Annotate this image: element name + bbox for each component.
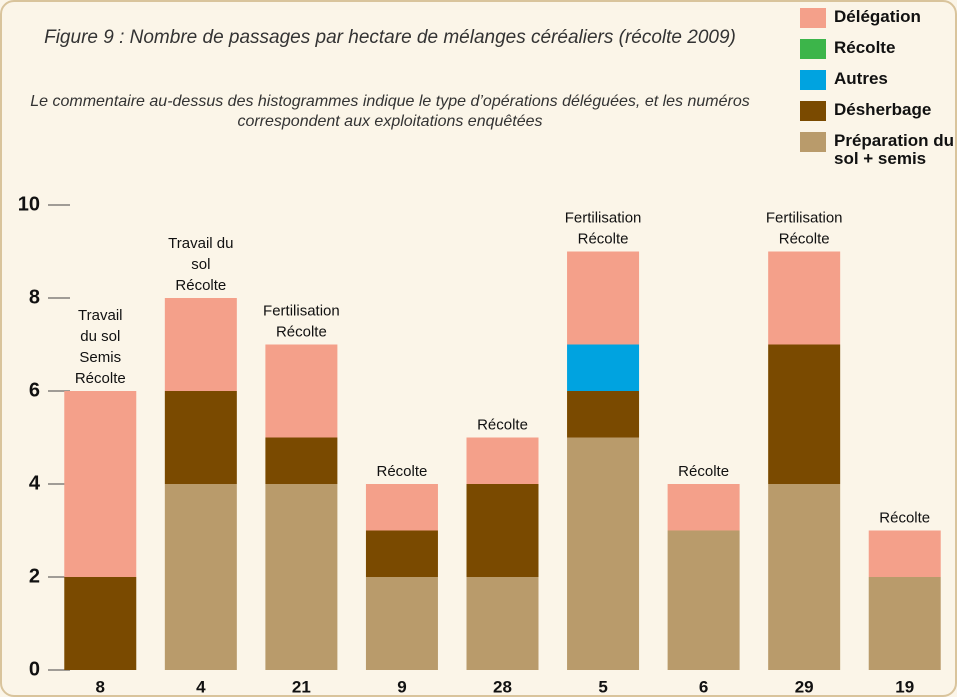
y-tick-label: 8 (29, 286, 40, 308)
bar-segment (366, 484, 438, 531)
bar-segment (265, 484, 337, 670)
legend-item: Délégation (800, 8, 955, 28)
y-tick-label: 6 (29, 379, 40, 401)
annotation: sol (191, 256, 210, 273)
y-tick-label: 10 (18, 193, 40, 215)
annotation: du sol (80, 328, 120, 345)
bar-segment (768, 484, 840, 670)
chart-subtitle: Le commentaire au-dessus des histogramme… (25, 92, 755, 132)
x-tick-label: 6 (699, 677, 708, 696)
annotation: Récolte (377, 463, 428, 480)
bar-segment (869, 531, 941, 578)
bar-segment (366, 531, 438, 578)
legend-label: Préparation du sol + semis (834, 132, 954, 168)
annotation: Fertilisation (263, 302, 340, 319)
legend-label: Délégation (834, 8, 954, 26)
bar-segment (768, 345, 840, 485)
legend-swatch (800, 70, 826, 90)
x-tick-label: 28 (493, 677, 512, 696)
x-tick-label: 5 (598, 677, 607, 696)
legend-label: Autres (834, 70, 954, 88)
legend-swatch (800, 8, 826, 28)
x-tick-label: 29 (795, 677, 814, 696)
annotation: Récolte (779, 230, 830, 247)
annotation: Récolte (578, 230, 629, 247)
legend-item: Préparation du sol + semis (800, 132, 955, 168)
annotation: Récolte (879, 509, 930, 526)
bar-segment (668, 531, 740, 671)
bar-segment (668, 484, 740, 531)
y-tick-label: 0 (29, 658, 40, 680)
legend-item: Désherbage (800, 101, 955, 121)
legend-label: Récolte (834, 39, 954, 57)
annotation: Fertilisation (766, 209, 843, 226)
bar-segment (869, 577, 941, 670)
x-tick-label: 21 (292, 677, 311, 696)
annotation: Récolte (175, 277, 226, 294)
x-tick-label: 4 (196, 677, 206, 696)
bar-segment (366, 577, 438, 670)
x-tick-label: 19 (895, 677, 914, 696)
legend: Délégation Récolte Autres Désherbage Prépara… (800, 8, 955, 179)
bar-segment (467, 577, 539, 670)
bar-segment (165, 391, 237, 484)
bar-segment (768, 252, 840, 345)
x-tick-label: 8 (96, 677, 105, 696)
bar-segment (567, 345, 639, 392)
bar-segment (265, 438, 337, 485)
annotation: Fertilisation (565, 209, 642, 226)
annotation: Récolte (678, 463, 729, 480)
annotation: Travail du (168, 235, 233, 252)
annotation: Récolte (75, 370, 126, 387)
y-tick-label: 4 (29, 472, 41, 494)
bar-segment (567, 252, 639, 345)
bar-segment (64, 577, 136, 670)
bar-segment (165, 484, 237, 670)
legend-swatch (800, 39, 826, 59)
legend-swatch (800, 132, 826, 152)
bar-segment (165, 298, 237, 391)
page: 0 2 4 6 8 10 8 Travail du sol Semis Récolte 4 Travai… (0, 0, 957, 697)
bar-segment (265, 345, 337, 438)
bar-segment (64, 391, 136, 577)
chart-title: Figure 9 : Nombre de passages par hectar… (20, 26, 760, 49)
bar-segment (567, 391, 639, 438)
legend-swatch (800, 101, 826, 121)
annotation: Récolte (276, 323, 327, 340)
legend-item: Autres (800, 70, 955, 90)
x-tick-label: 9 (397, 677, 406, 696)
legend-item: Récolte (800, 39, 955, 59)
bar-segment (567, 438, 639, 671)
annotation: Semis (79, 349, 121, 366)
bar-segment (467, 438, 539, 485)
annotation: Travail (78, 307, 122, 324)
bar-segment (467, 484, 539, 577)
annotation: Récolte (477, 416, 528, 433)
legend-label: Désherbage (834, 101, 954, 119)
y-tick-label: 2 (29, 565, 40, 587)
